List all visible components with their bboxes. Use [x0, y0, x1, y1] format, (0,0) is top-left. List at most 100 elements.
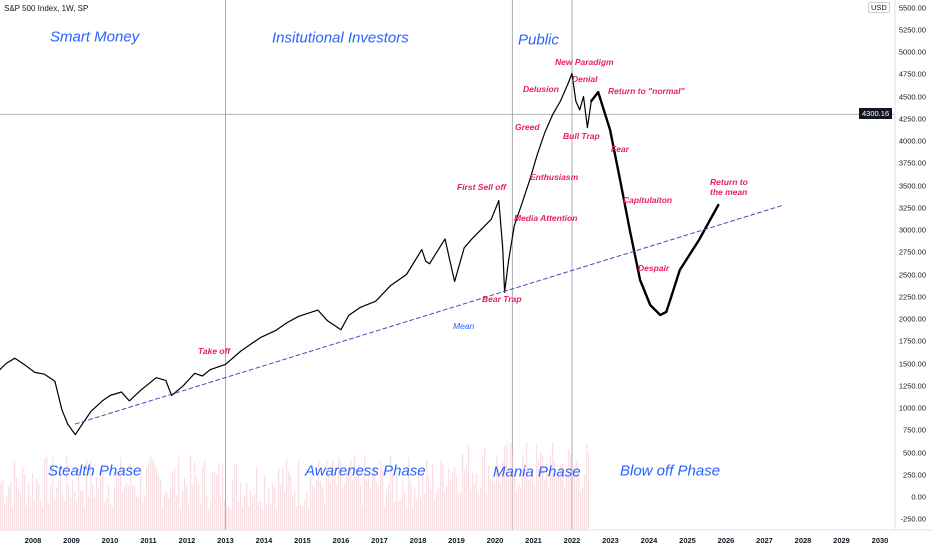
volume-bar [64, 500, 66, 530]
volume-bar [148, 462, 150, 530]
volume-bar [34, 501, 36, 530]
volume-bar [408, 457, 410, 530]
volume-bar [534, 486, 536, 530]
volume-bar [374, 466, 376, 530]
volume-bar [574, 466, 576, 530]
volume-bar [364, 456, 366, 530]
volume-bar [506, 442, 508, 530]
volume-bar [458, 493, 460, 530]
volume-bar [406, 508, 408, 530]
volume-bar [246, 483, 248, 530]
volume-bar [302, 506, 304, 530]
volume-bar [560, 464, 562, 530]
volume-bar [36, 479, 38, 530]
volume-bar [336, 484, 338, 530]
volume-bar [436, 491, 438, 530]
price-tick-label: 2000.00 [898, 314, 926, 324]
volume-bar [248, 506, 250, 530]
volume-bar [92, 484, 94, 530]
volume-bar [360, 485, 362, 530]
volume-bar [318, 460, 320, 530]
phase-smart-money: Smart Money [50, 28, 140, 46]
volume-bar [518, 483, 520, 530]
annotation-greed: Greed [515, 122, 540, 132]
time-tick-label: 2012 [178, 536, 196, 545]
volume-bar [576, 461, 578, 530]
volume-bar [332, 460, 334, 530]
volume-bar [304, 499, 306, 530]
volume-bar [582, 487, 584, 530]
volume-bar [482, 454, 484, 530]
volume-bar [6, 496, 8, 530]
volume-bar [562, 463, 564, 530]
annotation-return-to-normal: Return to "normal" [608, 86, 685, 96]
time-tick-label: 2011 [140, 536, 157, 545]
volume-bar [32, 473, 34, 530]
volume-bar [372, 468, 374, 530]
volume-bar [452, 472, 454, 530]
time-tick-label: 2008 [24, 536, 42, 545]
volume-bar [432, 464, 434, 530]
volume-bar [320, 480, 322, 530]
volume-bar [420, 497, 422, 530]
volume-bar [290, 474, 292, 530]
volume-bar [588, 453, 590, 530]
volume-bar [230, 508, 232, 530]
volume-bar [8, 485, 10, 530]
volume-bar [44, 458, 46, 530]
volume-bar [292, 495, 294, 530]
volume-bar [556, 476, 558, 530]
volume-bar [578, 473, 580, 530]
volume-bar [350, 459, 352, 530]
volume-bar [102, 474, 104, 530]
volume-bar [80, 490, 82, 530]
volume-bar [322, 486, 324, 530]
annotation-fear: Fear [611, 144, 629, 154]
volume-bar [82, 490, 84, 530]
chart-title: S&P 500 Index, 1W, SP [4, 4, 89, 13]
volume-bar [308, 508, 310, 530]
volume-bar [480, 488, 482, 530]
currency-button[interactable]: USD [868, 2, 890, 13]
volume-bar [492, 476, 494, 530]
volume-bar [22, 467, 24, 530]
volume-bar [28, 482, 30, 530]
volume-bar [194, 462, 196, 530]
volume-bar [400, 498, 402, 530]
volume-bar [328, 473, 330, 530]
volume-bar [472, 472, 474, 530]
volume-bar [140, 469, 142, 530]
volume-bar [190, 455, 192, 530]
volume-bar [58, 479, 60, 530]
price-tick-label: 4750.00 [898, 69, 926, 79]
volume-bar [30, 497, 32, 530]
price-tick-label: 1000.00 [898, 403, 926, 413]
volume-bar [150, 456, 152, 530]
time-tick-label: 2013 [217, 536, 234, 545]
volume-bar [136, 495, 138, 530]
volume-bar [206, 495, 208, 530]
volume-bar [316, 480, 318, 530]
volume-bar [544, 479, 546, 530]
volume-bar [114, 487, 116, 530]
volume-bar [280, 485, 282, 530]
volume-bar [386, 489, 388, 530]
price-tick-label: 4500.00 [898, 92, 926, 101]
volume-bar [178, 457, 180, 530]
volume-bar [112, 507, 114, 530]
price-tick-label: 2750.00 [898, 247, 926, 257]
volume-bar [138, 496, 140, 530]
volume-bar [524, 462, 526, 530]
volume-bar [60, 473, 62, 530]
volume-bar [460, 491, 462, 530]
volume-bar [546, 462, 548, 530]
volume-bar [252, 497, 254, 530]
volume-bar [260, 500, 262, 530]
volume-bar [276, 509, 278, 530]
volume-bar [438, 487, 440, 530]
annotation-enthusiasm: Enthusiasm [530, 172, 579, 182]
volume-bar [210, 501, 212, 530]
price-tick-label: -250.00 [900, 514, 926, 524]
volume-bar [86, 459, 88, 530]
